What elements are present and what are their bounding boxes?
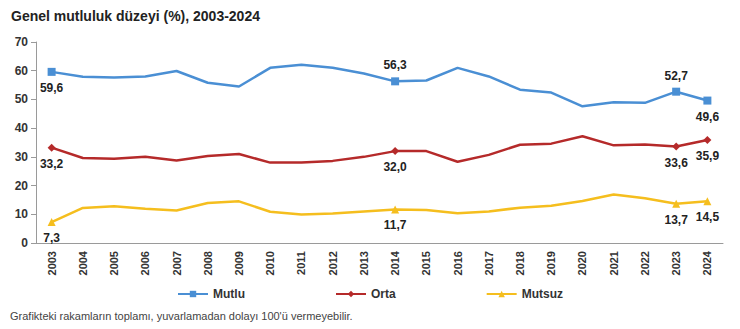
- svg-text:Genel mutluluk düzeyi (%), 200: Genel mutluluk düzeyi (%), 2003-2024: [11, 8, 260, 24]
- svg-text:30: 30: [15, 150, 29, 164]
- svg-text:35,9: 35,9: [696, 149, 720, 163]
- svg-text:2012: 2012: [327, 251, 339, 275]
- svg-text:2024: 2024: [701, 250, 713, 275]
- svg-text:2013: 2013: [358, 251, 370, 275]
- svg-text:33,6: 33,6: [664, 156, 688, 170]
- svg-text:70: 70: [15, 35, 29, 49]
- svg-text:40: 40: [15, 121, 29, 135]
- svg-text:2008: 2008: [202, 251, 214, 275]
- svg-text:2022: 2022: [639, 251, 651, 275]
- svg-text:2020: 2020: [576, 251, 588, 275]
- svg-text:2019: 2019: [545, 251, 557, 275]
- svg-text:2005: 2005: [108, 251, 120, 275]
- svg-text:2003: 2003: [46, 251, 58, 275]
- svg-text:2016: 2016: [452, 251, 464, 275]
- svg-text:Mutlu: Mutlu: [213, 287, 245, 301]
- svg-text:2006: 2006: [139, 251, 151, 275]
- svg-text:Grafikteki rakamların toplamı,: Grafikteki rakamların toplamı, yuvarlama…: [10, 310, 353, 322]
- svg-text:14,5: 14,5: [696, 210, 720, 224]
- svg-text:2021: 2021: [608, 251, 620, 275]
- svg-text:59,6: 59,6: [40, 81, 64, 95]
- svg-text:50: 50: [15, 92, 29, 106]
- svg-text:2011: 2011: [295, 251, 307, 275]
- svg-text:2017: 2017: [483, 251, 495, 275]
- svg-text:2014: 2014: [389, 250, 401, 275]
- svg-text:2009: 2009: [233, 251, 245, 275]
- svg-text:2015: 2015: [420, 251, 432, 275]
- svg-text:Orta: Orta: [371, 287, 396, 301]
- svg-text:2007: 2007: [171, 251, 183, 275]
- svg-text:60: 60: [15, 64, 29, 78]
- svg-text:2010: 2010: [264, 251, 276, 275]
- svg-text:13,7: 13,7: [664, 213, 688, 227]
- svg-text:Mutsuz: Mutsuz: [522, 287, 563, 301]
- svg-text:0: 0: [21, 236, 28, 250]
- svg-text:2018: 2018: [514, 251, 526, 275]
- svg-text:20: 20: [15, 179, 29, 193]
- svg-text:2023: 2023: [670, 251, 682, 275]
- svg-text:11,7: 11,7: [384, 218, 407, 232]
- svg-text:32,0: 32,0: [383, 160, 407, 174]
- svg-text:49,6: 49,6: [696, 110, 720, 124]
- svg-text:52,7: 52,7: [664, 69, 688, 83]
- svg-text:33,2: 33,2: [40, 157, 64, 171]
- svg-text:2004: 2004: [77, 250, 89, 275]
- svg-text:56,3: 56,3: [383, 58, 407, 72]
- svg-text:7,3: 7,3: [43, 231, 60, 245]
- svg-text:10: 10: [15, 207, 29, 221]
